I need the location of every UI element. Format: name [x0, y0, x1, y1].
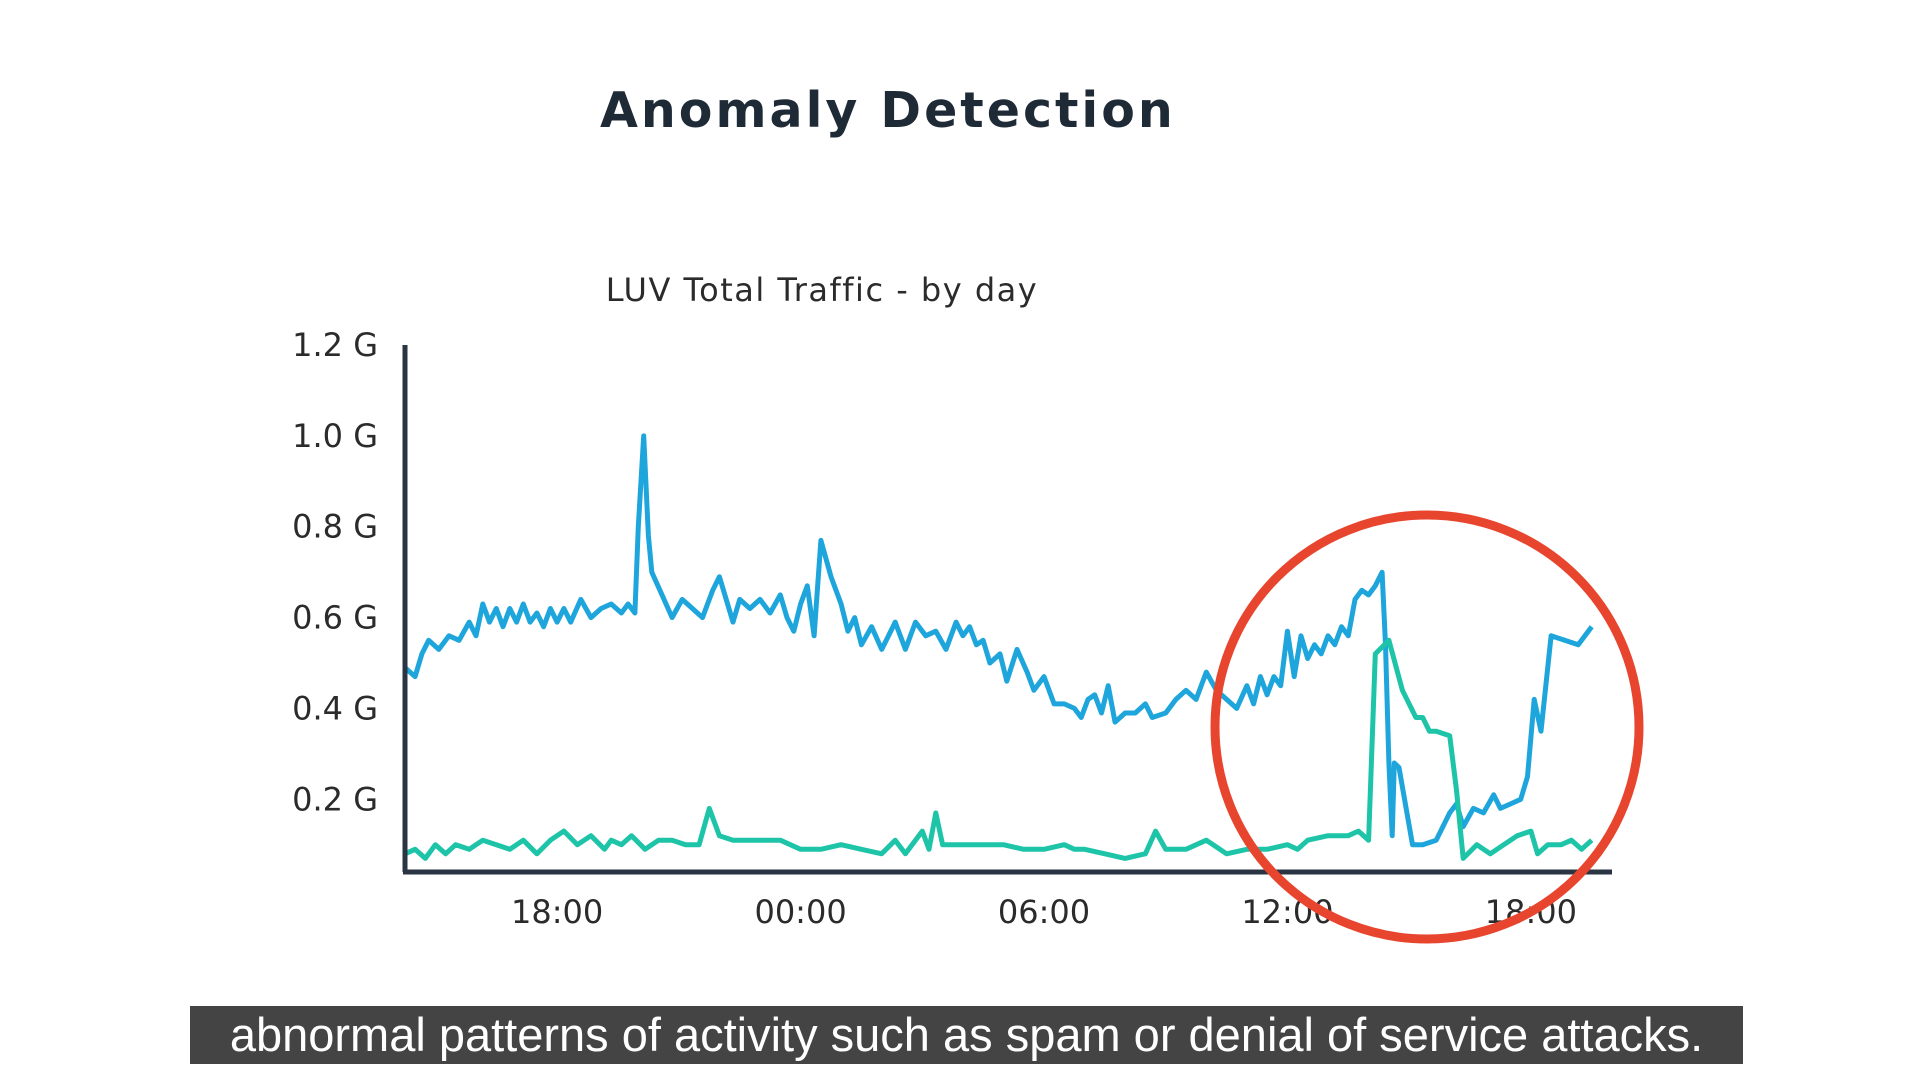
y-tick-label: 0.4 G [292, 689, 378, 727]
y-tick-label: 1.2 G [292, 326, 378, 364]
y-tick-label: 0.8 G [292, 508, 378, 546]
series-line-1 [403, 433, 1594, 848]
slide-title: Anomaly Detection [600, 82, 1176, 139]
subtitle-caption: abnormal patterns of activity such as sp… [229, 1008, 1704, 1061]
y-tick-label: 0.6 G [292, 599, 378, 637]
x-tick-label: 06:00 [998, 893, 1090, 931]
chart-title: LUV Total Traffic - by day [606, 271, 1038, 309]
y-tick-label: 0.2 G [292, 780, 378, 818]
x-tick-label: 00:00 [754, 893, 846, 931]
anomaly-highlight-circle [1210, 510, 1644, 944]
series-line-2 [403, 637, 1594, 861]
subtitle-caption-bar: abnormal patterns of activity such as sp… [190, 1006, 1743, 1064]
y-tick-label: 1.0 G [292, 417, 378, 455]
x-tick-label: 18:00 [511, 893, 603, 931]
